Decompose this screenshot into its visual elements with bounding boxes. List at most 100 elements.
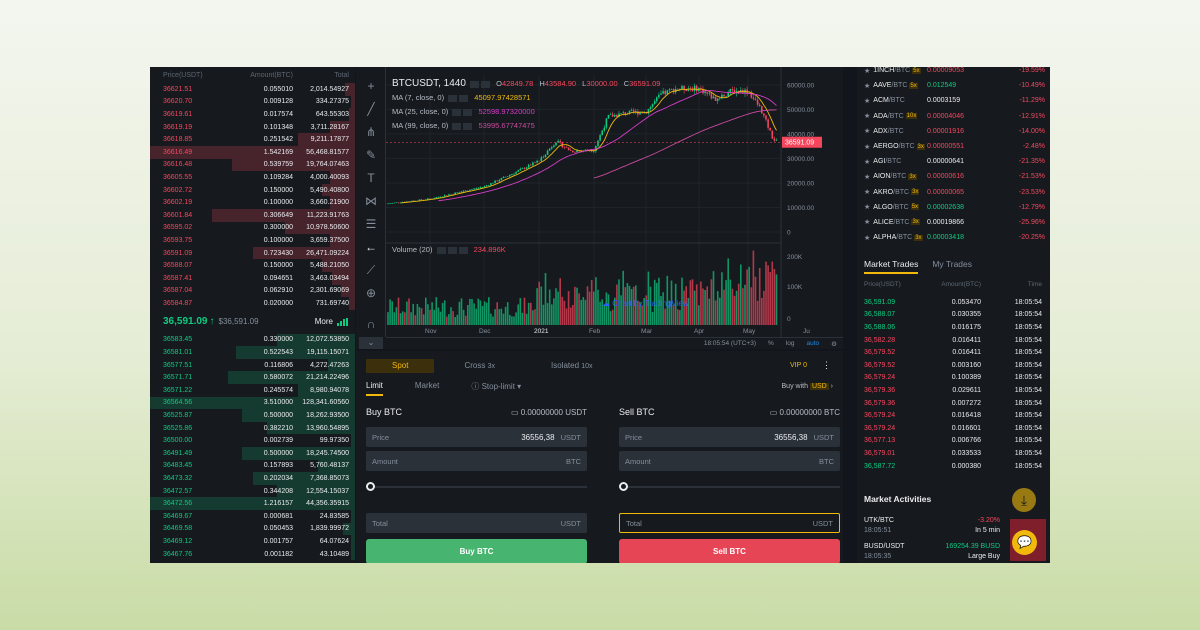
ma25-settings-icon[interactable] — [463, 108, 473, 116]
buy-amount-slider[interactable] — [366, 477, 587, 497]
text-tool-icon[interactable]: T — [367, 171, 375, 185]
volume-settings-icon[interactable] — [447, 246, 457, 254]
star-icon[interactable]: ★ — [864, 219, 871, 227]
bid-row[interactable]: 36583.45 0.330000 12,072.53850 — [150, 333, 355, 347]
star-icon[interactable]: ★ — [864, 113, 871, 121]
ma99-toggle-icon[interactable] — [452, 122, 462, 130]
pair-row[interactable]: ★ AKRO/BTC 3x 0.00000065 -23.53% — [857, 185, 1050, 200]
bid-row[interactable]: 36467.76 0.001182 43.10489 — [150, 547, 355, 561]
pair-row[interactable]: ★ ALPHA/BTC 3x 0.00003418 -20.25% — [857, 230, 1050, 245]
tradingview-logo[interactable]: ☁ Chart by TradingView — [602, 299, 689, 308]
sell-slider-handle[interactable] — [619, 482, 628, 491]
pattern-icon[interactable]: ⋈ — [365, 194, 377, 208]
ma25-toggle-icon[interactable] — [452, 108, 462, 116]
pair-row[interactable]: ★ AAVE/BTC 5x 0.012549 -10.49% — [857, 78, 1050, 93]
tab-spot[interactable]: Spot — [366, 359, 435, 373]
pair-row[interactable]: ★ AGI/BTC 0.00000641 -21.35% — [857, 154, 1050, 169]
sell-amount-field[interactable]: Amount BTC — [619, 451, 840, 471]
tab-stop-limit[interactable]: ⓘ Stop-limit ▾ — [471, 382, 522, 391]
pair-row[interactable]: ★ AERGO/BTC 3x 0.00000551 -2.48% — [857, 139, 1050, 154]
star-icon[interactable]: ★ — [864, 173, 871, 181]
percent-scale-toggle[interactable]: % — [768, 340, 774, 347]
ma99-settings-icon[interactable] — [463, 122, 473, 130]
ask-row[interactable]: 36618.85 0.251542 9,211.17877 — [150, 133, 355, 146]
ask-row[interactable]: 36620.70 0.009128 334.27375 — [150, 95, 355, 109]
zoom-in-icon[interactable]: ⊕ — [365, 286, 377, 300]
buy-slider-handle[interactable] — [366, 482, 375, 491]
activity-item[interactable]: UTK/BTC -3.20% 18:05:51 In 5 min — [864, 517, 1000, 534]
ask-row[interactable]: 36621.51 0.055010 2,014.54927 — [150, 83, 355, 96]
star-icon[interactable]: ★ — [864, 158, 871, 166]
magnet-icon[interactable]: ∩ — [366, 317, 376, 331]
more-options-icon[interactable]: ⋮ — [822, 360, 831, 370]
bid-row[interactable]: 36564.56 3.510000 128,341.60560 — [150, 396, 355, 410]
pair-row[interactable]: ★ ADX/BTC 0.00001916 -14.00% — [857, 124, 1050, 139]
pair-row[interactable]: ★ ADA/BTC 10x 0.00004046 -12.91% — [857, 109, 1050, 124]
star-icon[interactable]: ★ — [864, 67, 871, 75]
tab-isolated[interactable]: Isolated 10x — [525, 359, 619, 373]
ask-row[interactable]: 36619.19 0.101348 3,711.28167 — [150, 120, 355, 134]
ma7-toggle-icon[interactable] — [448, 94, 458, 102]
tab-limit[interactable]: Limit — [366, 381, 383, 396]
pitchfork-icon[interactable]: ⋔ — [365, 125, 377, 139]
log-scale-toggle[interactable]: log — [785, 340, 795, 347]
volume-toggle-icon[interactable] — [436, 246, 446, 254]
trend-line-icon[interactable]: ╱ — [367, 102, 375, 116]
price-chart[interactable]: + ╱ ⋔ ✎ T ⋈ ☰ ← ⟋ ⊕ ∩ 36591.09 60000.00 50… — [356, 67, 843, 349]
chart-settings-icon[interactable]: ⚙ — [831, 340, 837, 348]
tab-market-trades[interactable]: Market Trades — [864, 259, 919, 274]
pair-row[interactable]: ★ 1INCH/BTC 5x 0.00009053 -19.59% — [857, 67, 1050, 78]
bid-row[interactable]: 36469.67 0.000681 24.83585 — [150, 510, 355, 523]
star-icon[interactable]: ★ — [864, 97, 871, 105]
bid-row[interactable]: 36581.01 0.522543 19,115.15071 — [150, 346, 355, 359]
bid-row[interactable]: 36473.32 0.202034 7,368.85073 — [150, 472, 355, 485]
star-icon[interactable]: ★ — [864, 143, 871, 151]
buy-total-field[interactable]: Total USDT — [366, 513, 587, 533]
tab-my-trades[interactable]: My Trades — [932, 259, 973, 269]
star-icon[interactable]: ★ — [864, 128, 871, 136]
pair-row[interactable]: ★ ALICE/BTC 3x 0.00019866 -25.96% — [857, 215, 1050, 230]
ask-row[interactable]: 36602.72 0.150000 5,490.40800 — [150, 183, 355, 197]
bid-row[interactable]: 36469.12 0.001757 64.07624 — [150, 535, 355, 548]
ask-row[interactable]: 36584.87 0.020000 731.69740 — [150, 297, 355, 310]
pair-row[interactable]: ★ AION/BTC 3x 0.00000616 -21.53% — [857, 169, 1050, 184]
bid-row[interactable]: 36500.00 0.002739 99.97350 — [150, 434, 355, 448]
ask-row[interactable]: 36601.84 0.306649 11,223.91763 — [150, 208, 355, 222]
bid-row[interactable]: 36577.51 0.116806 4,272.47263 — [150, 358, 355, 372]
bid-row[interactable]: 36571.71 0.580072 21,214.22496 — [150, 371, 355, 385]
star-icon[interactable]: ★ — [864, 234, 871, 242]
bid-row[interactable]: 36571.22 0.245574 8,980.94078 — [150, 384, 355, 397]
legend-toggle-icon[interactable] — [470, 80, 480, 88]
ask-row[interactable]: 36619.61 0.017574 643.55303 — [150, 108, 355, 121]
ask-row[interactable]: 36616.49 1.542169 56,468.81577 — [150, 145, 355, 159]
bid-row[interactable]: 36483.45 0.157893 5,760.48137 — [150, 459, 355, 473]
bid-row[interactable]: 36469.58 0.050453 1,839.99972 — [150, 522, 355, 536]
ask-row[interactable]: 36588.07 0.150000 5,488.21050 — [150, 259, 355, 272]
ask-row[interactable]: 36605.55 0.109284 4,000.40093 — [150, 171, 355, 184]
volume-close-icon[interactable] — [458, 246, 468, 254]
bid-row[interactable]: 36525.86 0.382210 13,960.54895 — [150, 421, 355, 435]
pair-row[interactable]: ★ ACM/BTC 0.0003159 -11.29% — [857, 93, 1050, 108]
star-icon[interactable]: ★ — [864, 204, 871, 212]
sell-price-field[interactable]: Price 36556,38 USDT — [619, 427, 840, 447]
buy-with-selector[interactable]: Buy with USD › — [781, 383, 833, 390]
sell-amount-slider[interactable] — [619, 477, 840, 497]
buy-price-field[interactable]: Price 36556,38 USDT — [366, 427, 587, 447]
crosshair-icon[interactable]: + — [367, 79, 375, 93]
activity-item[interactable]: BUSD/USDT 169254.39 BUSD 18:05:35 Large Bu… — [864, 543, 1000, 560]
ask-row[interactable]: 36593.75 0.100000 3,659.37500 — [150, 234, 355, 247]
collapse-toolbar-icon[interactable]: ⌄ — [359, 337, 383, 349]
ask-row[interactable]: 36591.09 0.723430 26,471.09224 — [150, 246, 355, 260]
tab-market[interactable]: Market — [414, 381, 440, 390]
ask-row[interactable]: 36602.19 0.100000 3,660.21900 — [150, 196, 355, 209]
sell-button[interactable]: Sell BTC — [619, 539, 840, 563]
ask-row[interactable]: 36587.41 0.094651 3,463.03494 — [150, 271, 355, 285]
tab-cross[interactable]: Cross 3x — [438, 359, 521, 373]
sell-total-field[interactable]: Total USDT — [619, 513, 840, 533]
legend-settings-icon[interactable] — [481, 80, 491, 88]
back-arrow-icon[interactable]: ← — [365, 240, 377, 254]
buy-button[interactable]: Buy BTC — [366, 539, 587, 563]
fib-icon[interactable]: ☰ — [365, 217, 377, 231]
bid-row[interactable]: 36472.57 0.344208 12,554.15037 — [150, 484, 355, 498]
ask-row[interactable]: 36595.02 0.300000 10,978.50600 — [150, 221, 355, 235]
